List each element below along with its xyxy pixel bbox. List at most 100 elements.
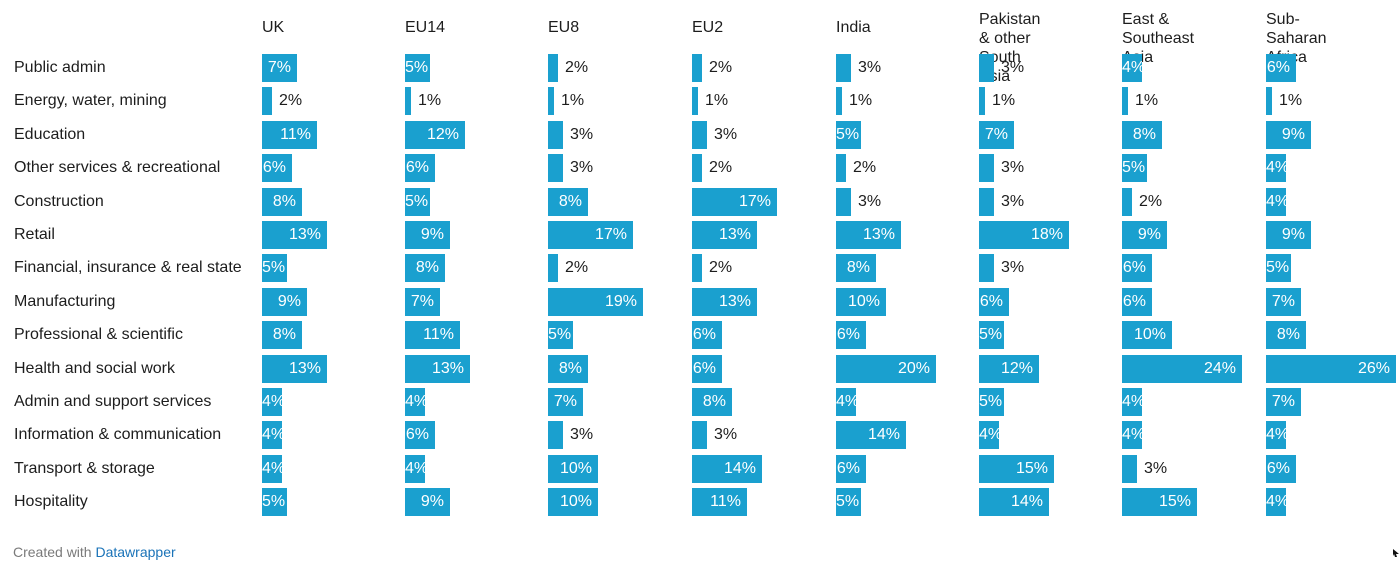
- bar: [836, 421, 906, 450]
- value-label: 5%: [548, 326, 572, 344]
- value-label: 1%: [849, 92, 873, 110]
- value-label: 6%: [692, 359, 716, 377]
- bar: [979, 154, 994, 183]
- bar: [405, 154, 435, 183]
- value-label: 1%: [418, 92, 442, 110]
- bar: [979, 354, 1039, 383]
- value-label: 6%: [1266, 59, 1290, 76]
- value-label: 13%: [862, 226, 895, 243]
- value-label: 7%: [1271, 292, 1295, 310]
- value-label: 3%: [858, 192, 882, 210]
- value-label: 18%: [1030, 226, 1063, 243]
- bar: [262, 454, 282, 483]
- bar: [692, 221, 757, 249]
- value-label: 2%: [1139, 192, 1163, 210]
- value-label: 24%: [1203, 359, 1236, 377]
- value-label: 3%: [1001, 259, 1025, 277]
- bar: [548, 454, 598, 483]
- bar: [1266, 87, 1272, 116]
- bar: [1266, 454, 1296, 483]
- bar: [405, 287, 440, 316]
- value-label: 8%: [1276, 326, 1300, 344]
- value-label: 2%: [709, 59, 733, 76]
- value-label: 4%: [1266, 192, 1290, 210]
- value-label: 4%: [1266, 159, 1290, 177]
- value-label: 7%: [984, 125, 1008, 143]
- bar: [692, 421, 707, 450]
- value-label: 6%: [836, 326, 860, 344]
- bar: [262, 187, 302, 216]
- bar: [262, 154, 292, 183]
- bar: [836, 154, 846, 183]
- value-label: 5%: [405, 192, 429, 210]
- category-label: Education: [14, 125, 86, 143]
- value-label: 6%: [1266, 459, 1290, 477]
- value-label: 1%: [1279, 92, 1303, 110]
- value-label: 5%: [836, 125, 860, 143]
- bar: [1122, 287, 1152, 316]
- bar: [836, 120, 861, 149]
- value-label: 17%: [738, 192, 771, 210]
- bar: [405, 221, 450, 249]
- bar: [979, 421, 999, 450]
- bar: [692, 388, 732, 416]
- category-label: Professional & scientific: [14, 326, 183, 344]
- bar: [1122, 321, 1172, 350]
- bar: [692, 488, 747, 517]
- value-label: 8%: [846, 259, 870, 277]
- bar: [692, 454, 762, 483]
- value-label: 4%: [979, 426, 1003, 444]
- value-label: 4%: [836, 393, 860, 410]
- bar: [1266, 254, 1291, 283]
- bar: [262, 287, 307, 316]
- bar: [262, 421, 282, 450]
- bar: [692, 321, 722, 350]
- bar: [405, 87, 411, 116]
- value-label: 1%: [992, 92, 1016, 110]
- bar: [1266, 321, 1306, 350]
- bar: [1266, 488, 1286, 517]
- category-label: Financial, insurance & real state: [14, 259, 242, 277]
- bar: [1122, 221, 1167, 249]
- value-label: 3%: [570, 426, 594, 444]
- value-label: 14%: [723, 459, 756, 477]
- bar: [979, 388, 1004, 416]
- bar: [262, 321, 302, 350]
- value-label: 15%: [1015, 459, 1048, 477]
- value-label: 4%: [405, 459, 429, 477]
- bar: [979, 54, 994, 82]
- bar: [1122, 254, 1152, 283]
- bar: [548, 321, 573, 350]
- value-label: 10%: [847, 292, 880, 310]
- value-label: 13%: [718, 292, 751, 310]
- column-header: UK: [262, 19, 285, 36]
- bar: [692, 54, 702, 82]
- category-label: Other services & recreational: [14, 159, 221, 177]
- bar: [979, 120, 1014, 149]
- value-label: 2%: [565, 259, 589, 277]
- bar: [548, 154, 563, 183]
- bar: [548, 254, 558, 283]
- value-label: 13%: [718, 226, 751, 243]
- value-label: 9%: [277, 292, 301, 310]
- resize-cursor-icon: [1393, 549, 1399, 557]
- value-label: 7%: [410, 292, 434, 310]
- value-label: 12%: [1000, 359, 1033, 377]
- value-label: 3%: [570, 159, 594, 177]
- bar: [692, 287, 757, 316]
- value-label: 11%: [423, 326, 454, 344]
- value-label: 1%: [1135, 92, 1159, 110]
- value-label: 9%: [420, 226, 444, 243]
- category-label: Health and social work: [14, 359, 175, 377]
- value-label: 3%: [1001, 192, 1025, 210]
- bar: [979, 254, 994, 283]
- footer-credit: Created with Datawrapper: [13, 544, 176, 560]
- bar: [836, 254, 876, 283]
- value-label: 3%: [714, 426, 738, 444]
- value-label: 1%: [705, 92, 729, 110]
- value-label: 9%: [420, 493, 444, 511]
- datawrapper-link[interactable]: Datawrapper: [95, 544, 176, 560]
- bar: [405, 187, 430, 216]
- value-label: 5%: [405, 59, 429, 76]
- bar: [692, 87, 698, 116]
